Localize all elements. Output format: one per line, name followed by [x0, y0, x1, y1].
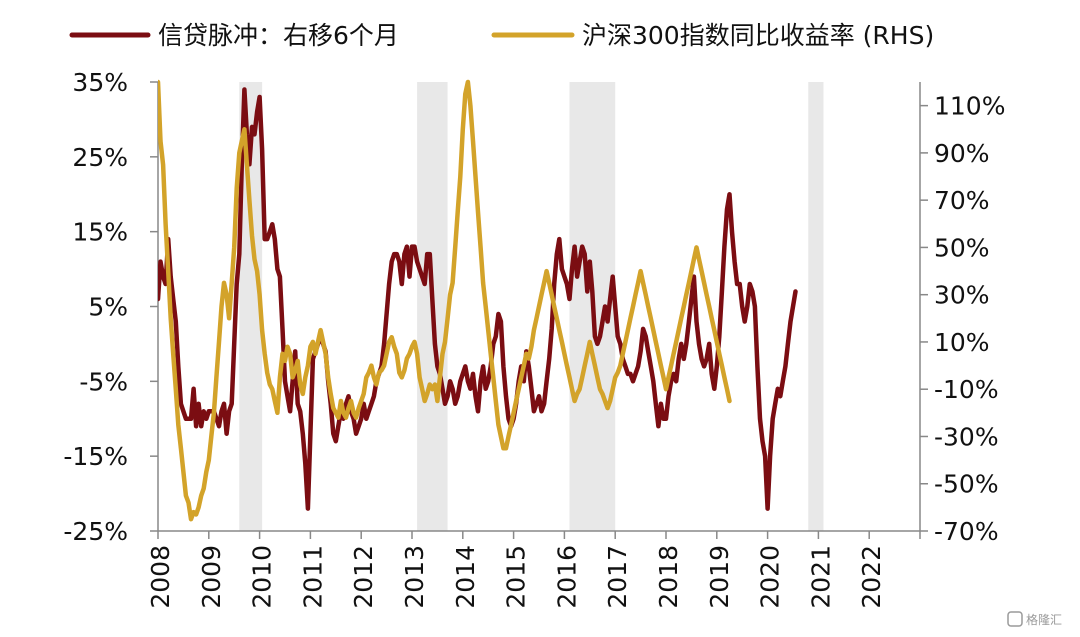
- tick-labels: 35% 25% 15% 5% -5% -15% -25% 110% 90% 70% 50% 30% 10…: [63, 68, 1005, 609]
- left-y-tick-label: -15%: [63, 442, 128, 471]
- x-tick-label: 2020: [756, 545, 785, 609]
- x-tick-label: 2018: [654, 545, 683, 609]
- right-y-tick-label: 30%: [934, 281, 990, 310]
- x-tick-label: 2016: [552, 545, 581, 609]
- left-y-tick-label: 25%: [72, 143, 128, 172]
- watermark: 格隆汇: [1007, 611, 1062, 627]
- x-tick-label: 2021: [806, 545, 835, 609]
- shaded-period-3: [808, 82, 824, 531]
- series-line-credit-impulse: [158, 87, 798, 511]
- left-y-tick-label: -25%: [63, 517, 128, 546]
- x-tick-label: 2009: [197, 545, 226, 609]
- right-y-tick-label: 10%: [934, 328, 990, 357]
- right-y-tick-label: 110%: [934, 92, 1005, 121]
- right-y-tick-label: -30%: [934, 422, 999, 451]
- x-tick-label: 2010: [248, 545, 277, 609]
- legend-item-credit-impulse: 信贷脉冲：右移6个月: [69, 21, 399, 50]
- left-y-tick-label: 5%: [88, 293, 128, 322]
- x-tick-label: 2022: [857, 545, 886, 609]
- left-y-tick-label: 15%: [72, 218, 128, 247]
- series-lines: [158, 79, 798, 522]
- x-tick-label: 2013: [400, 545, 429, 609]
- legend-label-credit: 信贷脉冲：右移6个月: [158, 21, 399, 50]
- legend-item-csi300-yoy: 沪深300指数同比收益率 (RHS): [491, 21, 934, 50]
- right-y-tick-label: -10%: [934, 375, 999, 404]
- right-y-tick-label: -50%: [934, 470, 999, 499]
- x-tick-label: 2014: [451, 545, 480, 609]
- x-tick-label: 2019: [705, 545, 734, 609]
- x-tick-label: 2015: [502, 545, 531, 609]
- x-tick-label: 2017: [603, 545, 632, 609]
- x-tick-label: 2012: [349, 545, 378, 609]
- left-y-tick-label: 35%: [72, 68, 128, 97]
- legend-label-csi300: 沪深300指数同比收益率 (RHS): [582, 21, 934, 50]
- x-tick-label: 2008: [146, 545, 175, 609]
- series-line-csi300-yoy: [158, 79, 732, 522]
- watermark-logo-icon: [1007, 611, 1023, 627]
- watermark-label: 格隆汇: [1026, 612, 1062, 627]
- axes: [150, 81, 928, 539]
- legend: 信贷脉冲：右移6个月 沪深300指数同比收益率 (RHS): [69, 21, 934, 50]
- right-y-tick-label: 70%: [934, 186, 990, 215]
- shaded-period-0: [239, 82, 263, 531]
- right-y-tick-label: 90%: [934, 139, 990, 168]
- right-y-tick-label: -70%: [934, 517, 999, 546]
- left-y-tick-label: -5%: [79, 367, 128, 396]
- x-tick-label: 2011: [298, 545, 327, 609]
- shaded-periods: [239, 82, 824, 531]
- right-y-tick-label: 50%: [934, 233, 990, 262]
